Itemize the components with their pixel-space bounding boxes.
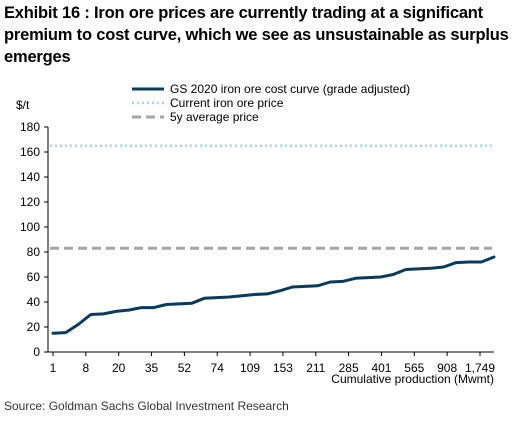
y-tick-label: 140 (20, 170, 40, 184)
chart-title: Exhibit 16 : Iron ore prices are current… (4, 4, 509, 66)
x-tick-label: 211 (306, 361, 325, 375)
x-tick-label: 109 (240, 361, 260, 375)
x-tick-label: 74 (211, 361, 225, 375)
cost-curve-line (51, 255, 496, 335)
y-tick-label: 120 (20, 195, 40, 209)
y-tick-label: 180 (20, 120, 40, 134)
series-group (50, 144, 496, 335)
x-tick-label: 8 (83, 361, 90, 375)
y-tick-label: 100 (20, 220, 40, 234)
x-tick-label: 908 (437, 361, 457, 375)
x-tick-label: 35 (145, 361, 159, 375)
y-tick-label: 20 (27, 320, 41, 334)
x-ticks: 1 8 20 35 52 74 109 153 211 285 401 565 908 1,749 (50, 352, 495, 375)
x-axis-label: Cumulative production (Mwmt) (331, 372, 494, 386)
chart-axes: 0 20 40 60 80 100 120 140 160 180 1 8 20 35 52 74 109 15… (16, 98, 495, 386)
y-tick-label: 160 (20, 145, 40, 159)
source-note: Source: Goldman Sachs Global Investment … (4, 399, 289, 413)
y-ticks: 0 20 40 60 80 100 120 140 160 180 (20, 120, 48, 359)
x-tick-label: 565 (404, 361, 424, 375)
y-tick-label: 80 (27, 245, 41, 259)
legend: GS 2020 iron ore cost curve (grade adjus… (132, 82, 410, 124)
legend-label: GS 2020 iron ore cost curve (grade adjus… (170, 82, 410, 96)
legend-label: Current iron ore price (170, 96, 284, 110)
x-tick-label: 153 (273, 361, 293, 375)
x-tick-label: 1,749 (465, 361, 495, 375)
y-tick-label: 40 (27, 295, 41, 309)
y-tick-label: 60 (27, 270, 41, 284)
y-tick-label: 0 (33, 345, 40, 359)
x-tick-label: 20 (112, 361, 126, 375)
x-tick-label: 401 (371, 361, 391, 375)
x-tick-label: 1 (50, 361, 57, 375)
x-tick-label: 285 (339, 361, 359, 375)
legend-label: 5y average price (170, 110, 259, 124)
y-axis-label: $/t (16, 98, 30, 112)
x-tick-label: 52 (178, 361, 192, 375)
